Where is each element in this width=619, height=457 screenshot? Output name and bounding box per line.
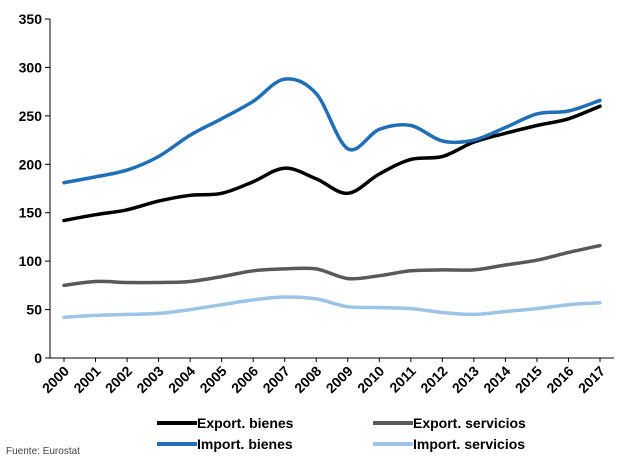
y-tick-label: 100 [19,253,43,269]
series-line-3 [62,77,602,185]
x-tick-label: 2012 [417,363,450,396]
y-axis: 0 50 100 150 200 250 300 350 [19,11,51,366]
x-tick-label: 2015 [512,363,545,396]
y-tick-label: 350 [19,11,43,27]
legend-label: Import. servicios [413,436,525,452]
x-tick-label: 2017 [575,363,608,396]
x-tick-label: 2009 [323,363,356,396]
y-tick-label: 50 [26,302,42,318]
x-tick-label: 2002 [102,363,135,396]
x-tick-label: 2011 [386,363,419,396]
x-tick-label: 2001 [70,363,103,396]
x-tick-label: 2006 [228,363,261,396]
x-tick-label: 2014 [480,363,513,396]
legend: Export. bienes Export. servicios Import. b… [157,415,526,452]
x-axis: 2000200120022003200420052006200720082009… [39,357,614,396]
y-tick-label: 200 [19,156,43,172]
series-line-2 [62,243,602,288]
x-tick-label: 2003 [133,363,166,396]
x-tick-label: 2000 [39,363,72,396]
legend-label: Export. servicios [413,415,526,431]
x-tick-label: 2013 [449,363,482,396]
x-tick-label: 2007 [259,363,292,396]
source-note: Fuente: Eurostat [6,446,80,457]
legend-label: Export. bienes [197,415,294,431]
y-tick-label: 250 [19,108,43,124]
series-line-1 [62,104,602,223]
y-tick-label: 0 [34,350,42,366]
x-tick-label: 2004 [165,363,198,396]
y-tick-label: 300 [19,59,43,75]
x-tick-label: 2008 [291,363,324,396]
series-lines [62,77,602,320]
x-tick-label: 2005 [196,363,229,396]
x-tick-label: 2010 [354,363,387,396]
x-tick-label: 2016 [543,363,576,396]
legend-label: Import. bienes [197,436,293,452]
series-line-4 [62,295,602,320]
y-tick-label: 150 [19,205,43,221]
